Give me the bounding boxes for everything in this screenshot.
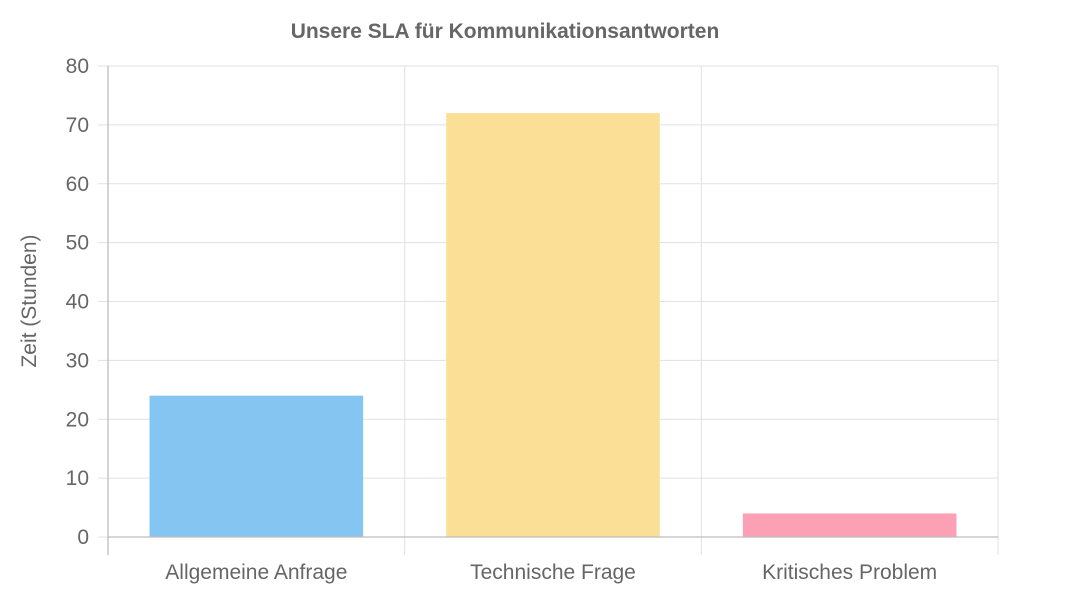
ytick-label: 80	[66, 55, 89, 78]
ytick-label: 20	[66, 408, 89, 431]
bar-3	[742, 513, 957, 537]
ytick-label: 40	[66, 291, 89, 314]
ytick-label: 60	[66, 173, 89, 196]
chart-title: Unsere SLA für Kommunikationsantworten	[291, 20, 720, 43]
y-axis-title: Zeit (Stunden)	[18, 234, 41, 367]
ytick-label: 30	[66, 349, 89, 372]
bar-1	[149, 395, 364, 537]
ytick-label: 50	[66, 232, 89, 255]
axis-layer	[107, 66, 998, 555]
label-layer: 0 10 20 30 40 50 60 70 80 Allgemeine Anfrage Techn…	[66, 55, 938, 584]
ytick-label: 0	[77, 526, 89, 549]
ytick-label: 70	[66, 114, 89, 137]
category-label: Allgemeine Anfrage	[165, 561, 347, 584]
bar-2	[446, 113, 660, 537]
ytick-label: 10	[66, 467, 89, 490]
category-label: Kritisches Problem	[762, 561, 937, 584]
category-label: Technische Frage	[470, 561, 636, 584]
bar-layer	[149, 113, 957, 537]
